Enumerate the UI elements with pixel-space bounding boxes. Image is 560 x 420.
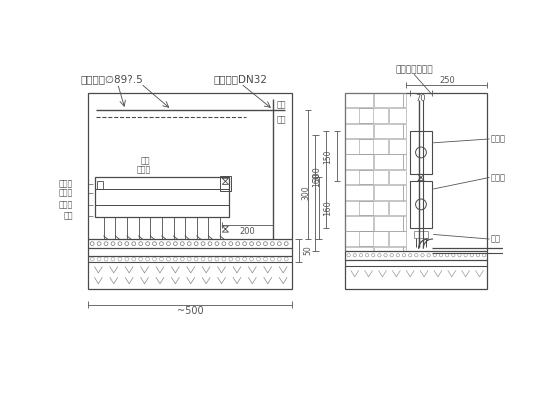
Text: 分水器: 分水器 xyxy=(491,134,506,144)
Bar xyxy=(403,247,407,251)
Bar xyxy=(374,93,403,108)
Text: 200: 200 xyxy=(240,227,255,236)
Bar xyxy=(389,139,407,154)
Bar xyxy=(389,170,407,184)
Bar xyxy=(374,216,403,231)
Bar xyxy=(360,139,388,154)
Text: 150: 150 xyxy=(324,149,333,163)
Text: 外装修箱体尺寸: 外装修箱体尺寸 xyxy=(395,65,433,74)
Text: 160: 160 xyxy=(312,172,321,186)
Text: 50: 50 xyxy=(303,246,312,255)
Bar xyxy=(389,108,407,123)
Text: 供暖干管∅89?.5: 供暖干管∅89?.5 xyxy=(81,74,143,84)
Bar xyxy=(345,216,373,231)
Bar xyxy=(345,93,373,108)
Text: 供水: 供水 xyxy=(276,115,286,124)
Text: 300: 300 xyxy=(312,166,321,182)
Bar xyxy=(345,185,373,200)
Bar xyxy=(360,108,388,123)
Bar xyxy=(360,231,388,246)
Text: 球阀: 球阀 xyxy=(141,156,150,165)
Text: 放气阀: 放气阀 xyxy=(59,179,73,188)
Bar xyxy=(345,93,487,289)
Bar xyxy=(345,247,373,251)
Text: 分水器: 分水器 xyxy=(59,188,73,197)
Bar xyxy=(345,170,373,184)
Bar xyxy=(95,177,229,218)
Bar xyxy=(374,155,403,169)
Bar xyxy=(414,231,428,237)
Text: 支架: 支架 xyxy=(491,234,501,244)
Bar xyxy=(345,200,373,215)
Bar xyxy=(403,155,407,169)
Text: 300: 300 xyxy=(302,186,311,200)
Bar xyxy=(374,247,403,251)
Text: 250: 250 xyxy=(439,76,455,85)
Bar xyxy=(403,185,407,200)
Bar xyxy=(345,123,373,138)
Bar xyxy=(389,200,407,215)
Text: 70: 70 xyxy=(416,94,426,103)
Text: 集水器: 集水器 xyxy=(491,173,506,182)
Text: 支架: 支架 xyxy=(63,211,73,220)
Bar xyxy=(403,123,407,138)
Text: 回水: 回水 xyxy=(276,100,286,110)
Bar xyxy=(360,170,388,184)
Bar xyxy=(410,131,432,173)
Text: 过滤器: 过滤器 xyxy=(137,165,151,174)
Bar xyxy=(360,200,388,215)
Bar xyxy=(88,93,292,289)
Bar xyxy=(345,155,373,169)
Bar xyxy=(410,181,432,228)
Bar xyxy=(97,181,103,189)
Text: 160: 160 xyxy=(323,200,332,216)
Bar xyxy=(374,185,403,200)
Bar xyxy=(403,216,407,231)
Text: ~500: ~500 xyxy=(177,306,204,316)
Bar xyxy=(389,231,407,246)
Bar xyxy=(345,108,373,123)
Bar xyxy=(345,139,373,154)
Text: 集水器: 集水器 xyxy=(59,201,73,210)
Bar xyxy=(403,93,407,108)
Bar xyxy=(345,231,373,246)
Bar xyxy=(220,176,231,191)
Text: 供暖立管DN32: 供暖立管DN32 xyxy=(214,74,268,84)
Bar xyxy=(374,123,403,138)
